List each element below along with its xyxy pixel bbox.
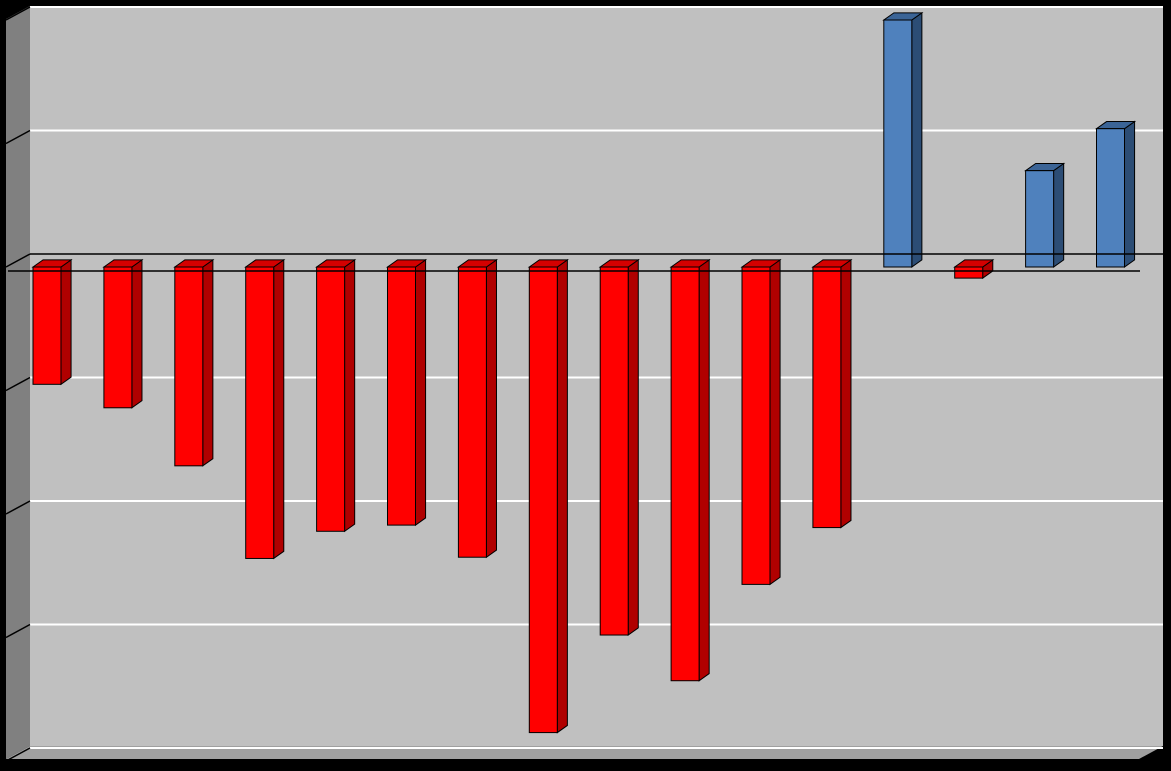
side-wall-tick (5, 6, 31, 21)
bar-series (31, 11, 1137, 734)
gridlines (5, 6, 1163, 762)
bar-side-face (60, 258, 72, 386)
bar (811, 258, 853, 529)
bar (244, 258, 286, 560)
bar (31, 258, 73, 386)
side-wall-tick (5, 747, 31, 762)
side-wall-tick (5, 376, 31, 392)
bar-side-face (202, 258, 214, 467)
bar-side-face (1124, 120, 1136, 268)
bar (315, 258, 357, 533)
bar (1094, 120, 1137, 268)
zero-axis (5, 253, 1163, 272)
bar (1024, 162, 1066, 268)
side-wall (6, 6, 30, 759)
bar (740, 258, 782, 586)
bar-front-face (457, 266, 487, 558)
bar-side-face (840, 258, 852, 529)
bar-front-face (812, 266, 842, 529)
bar-front-face (387, 266, 416, 526)
bar (882, 11, 924, 268)
bar (669, 258, 711, 682)
side-wall-tick (5, 500, 31, 515)
bar-side-face (556, 258, 568, 734)
bar-side-face (1053, 162, 1065, 268)
bar (102, 258, 144, 409)
bar-front-face (741, 266, 771, 585)
bar-side-face (485, 258, 497, 559)
bar-front-face (599, 266, 629, 636)
bar (385, 258, 428, 527)
bar-front-face (103, 266, 133, 409)
bar-front-face (954, 266, 984, 279)
bar-front-face (883, 19, 913, 268)
bar-side-face (698, 258, 710, 682)
bar-front-face (1096, 128, 1125, 268)
bar-front-face (670, 266, 700, 682)
bar-side-face (344, 258, 356, 533)
bar-front-face (1025, 170, 1055, 268)
bar-side-face (415, 258, 427, 527)
chart-walls (6, 6, 1163, 759)
bar (527, 258, 569, 734)
side-wall-tick (5, 129, 31, 145)
bar-front-face (316, 266, 346, 532)
bar-side-face (911, 11, 923, 268)
bar-side-face (627, 258, 639, 636)
bar (173, 258, 215, 467)
bar-side-face (131, 258, 143, 409)
bar-front-face (32, 266, 62, 385)
bar (456, 258, 499, 559)
bar-front-face (528, 266, 558, 734)
zero-line-side (5, 253, 31, 268)
bar-front-face (245, 266, 275, 559)
bar-front-face (174, 266, 204, 467)
bar (953, 258, 995, 280)
back-wall (30, 6, 1163, 746)
bar (598, 258, 640, 636)
side-wall-tick (5, 623, 31, 639)
bar-side-face (273, 258, 285, 560)
floor (6, 746, 1163, 759)
bar-side-face (769, 258, 781, 586)
